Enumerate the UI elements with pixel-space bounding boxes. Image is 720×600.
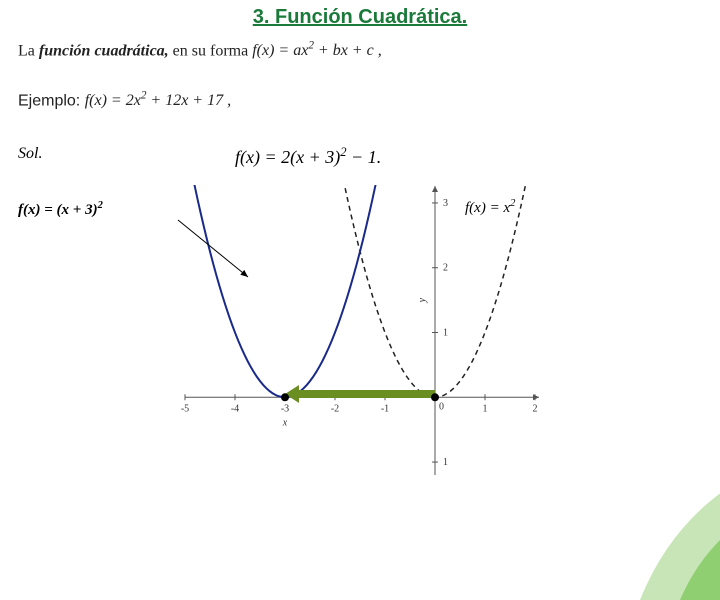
sol-label: Sol.: [18, 145, 42, 163]
corner-deco: [640, 460, 720, 600]
svg-text:y: y: [417, 297, 428, 303]
quadratic-chart: -5 -4 -3 -2 -1 0 1 2 1 2 3 1 x y: [170, 185, 550, 515]
curve-label-shifted: f(x) = (x + 3)2: [18, 200, 103, 219]
sol-formula: f(x) = 2(x + 3)2 − 1.: [235, 145, 381, 168]
svg-text:-5: -5: [181, 403, 189, 414]
svg-text:2: 2: [533, 403, 538, 414]
example-formula: f(x) = 2x2 + 12x + 17 ,: [85, 92, 231, 109]
svg-text:-2: -2: [331, 403, 339, 414]
svg-text:-1: -1: [381, 403, 389, 414]
intro-mid: en su forma: [169, 42, 253, 59]
svg-text:3: 3: [443, 198, 448, 209]
svg-text:2: 2: [443, 263, 448, 274]
svg-text:1: 1: [443, 328, 448, 339]
svg-text:1: 1: [443, 457, 448, 468]
example-label: Ejemplo:: [18, 92, 85, 109]
svg-text:0: 0: [439, 401, 444, 412]
svg-text:1: 1: [483, 403, 488, 414]
example-line: Ejemplo: f(x) = 2x2 + 12x + 17 ,: [18, 90, 231, 110]
intro-formula: f(x) = ax2 + bx + c ,: [252, 42, 382, 59]
page-title: 3. Función Cuadrática.: [0, 0, 720, 29]
intro-line: La función cuadrática, en su forma f(x) …: [18, 40, 382, 60]
svg-text:x: x: [282, 417, 288, 428]
intro-bold: función cuadrática,: [39, 42, 169, 59]
intro-pre: La: [18, 42, 39, 59]
svg-text:-4: -4: [231, 403, 239, 414]
svg-text:-3: -3: [281, 403, 289, 414]
